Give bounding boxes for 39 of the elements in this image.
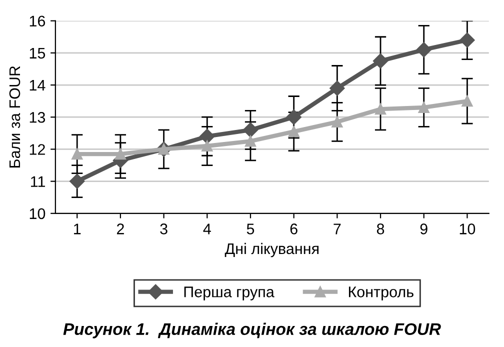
x-tick-label: 8: [376, 224, 384, 234]
point: [242, 122, 258, 138]
point: [332, 116, 343, 128]
point: [202, 140, 213, 152]
x-tick-label: 3: [160, 224, 168, 234]
x-tick-label: 6: [290, 224, 298, 234]
x-tick-label: 1: [74, 224, 81, 234]
point: [286, 110, 302, 125]
x-axis-title: Дні лікування: [224, 242, 319, 258]
y-tick-label: 13: [30, 112, 46, 123]
point: [418, 102, 430, 114]
y-tick-label: 16: [30, 16, 46, 27]
point: [330, 80, 345, 96]
y-tick-label: 14: [30, 80, 46, 91]
point: [70, 174, 85, 189]
x-tick-label: 2: [116, 224, 124, 234]
point: [288, 126, 300, 138]
x-tick-label: 10: [460, 224, 476, 234]
y-tick-label: 12: [30, 144, 45, 155]
x-tick-label: 5: [246, 224, 254, 234]
text: Рисунок 1. Динаміка оцінок за шкалою FOUR: [63, 322, 441, 338]
point: [200, 128, 215, 144]
legend-label: Контроль: [348, 286, 414, 300]
legend-label: Перша група: [184, 286, 274, 300]
y-axis-title: Бали за FOUR: [9, 66, 20, 168]
x-tick-label: 7: [334, 224, 341, 234]
point: [114, 148, 126, 160]
point: [372, 53, 388, 69]
x-tick-label: 9: [420, 224, 428, 234]
point: [462, 96, 473, 107]
y-tick-label: 11: [31, 176, 45, 187]
point: [374, 104, 386, 115]
y-tick-label: 15: [30, 48, 46, 59]
y-tick-label: 10: [30, 208, 46, 220]
x-tick-label: 4: [203, 224, 211, 234]
point: [244, 136, 256, 147]
point: [416, 42, 432, 58]
point: [460, 32, 475, 48]
point: [72, 148, 83, 160]
